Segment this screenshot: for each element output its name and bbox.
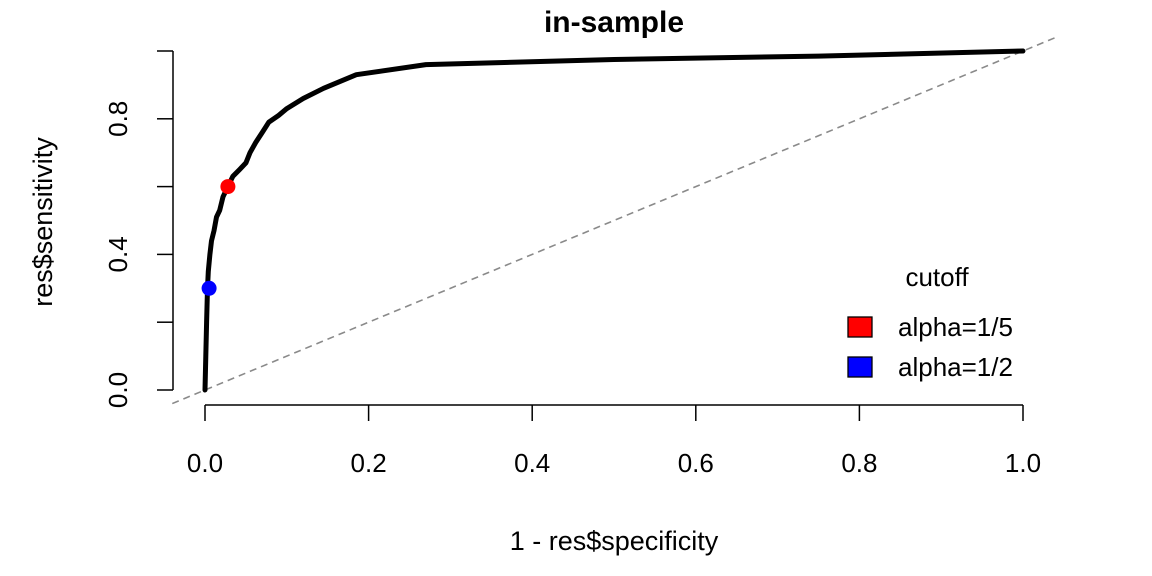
x-axis-title: 1 - res$specificity	[510, 526, 719, 556]
axes: 0.0 0.2 0.4 0.6 0.8 1.0 0.0 0.4 0.8	[103, 50, 1041, 478]
legend-title: cutoff	[905, 262, 969, 292]
legend-swatch-alpha-1-5	[847, 316, 873, 338]
y-axis-title: res$sensitivity	[28, 137, 58, 307]
roc-curve-line	[202, 48, 1026, 393]
cutoff-point-alpha-1-5	[220, 179, 236, 195]
diagonal-reference-line	[171, 36, 1057, 405]
x-tick-label: 0.4	[514, 448, 550, 478]
chart-title: in-sample	[544, 6, 684, 39]
points-layer	[201, 179, 236, 296]
cutoff-point-alpha-1-2	[201, 280, 217, 296]
legend-label-alpha-1-5: alpha=1/5	[898, 312, 1013, 342]
legend-label-alpha-1-2: alpha=1/2	[898, 352, 1013, 382]
y-tick-label: 0.0	[103, 372, 133, 408]
series-layer	[171, 36, 1057, 405]
legend-swatch-alpha-1-2	[847, 356, 873, 378]
y-tick-label: 0.8	[103, 101, 133, 137]
x-tick-label: 0.6	[678, 448, 714, 478]
x-tick-label: 0.2	[351, 448, 387, 478]
x-tick-label: 0.0	[187, 448, 223, 478]
x-tick-label: 1.0	[1005, 448, 1041, 478]
y-tick-label: 0.4	[103, 236, 133, 272]
x-tick-label: 0.8	[841, 448, 877, 478]
legend: cutoff alpha=1/5 alpha=1/2	[847, 262, 1013, 382]
